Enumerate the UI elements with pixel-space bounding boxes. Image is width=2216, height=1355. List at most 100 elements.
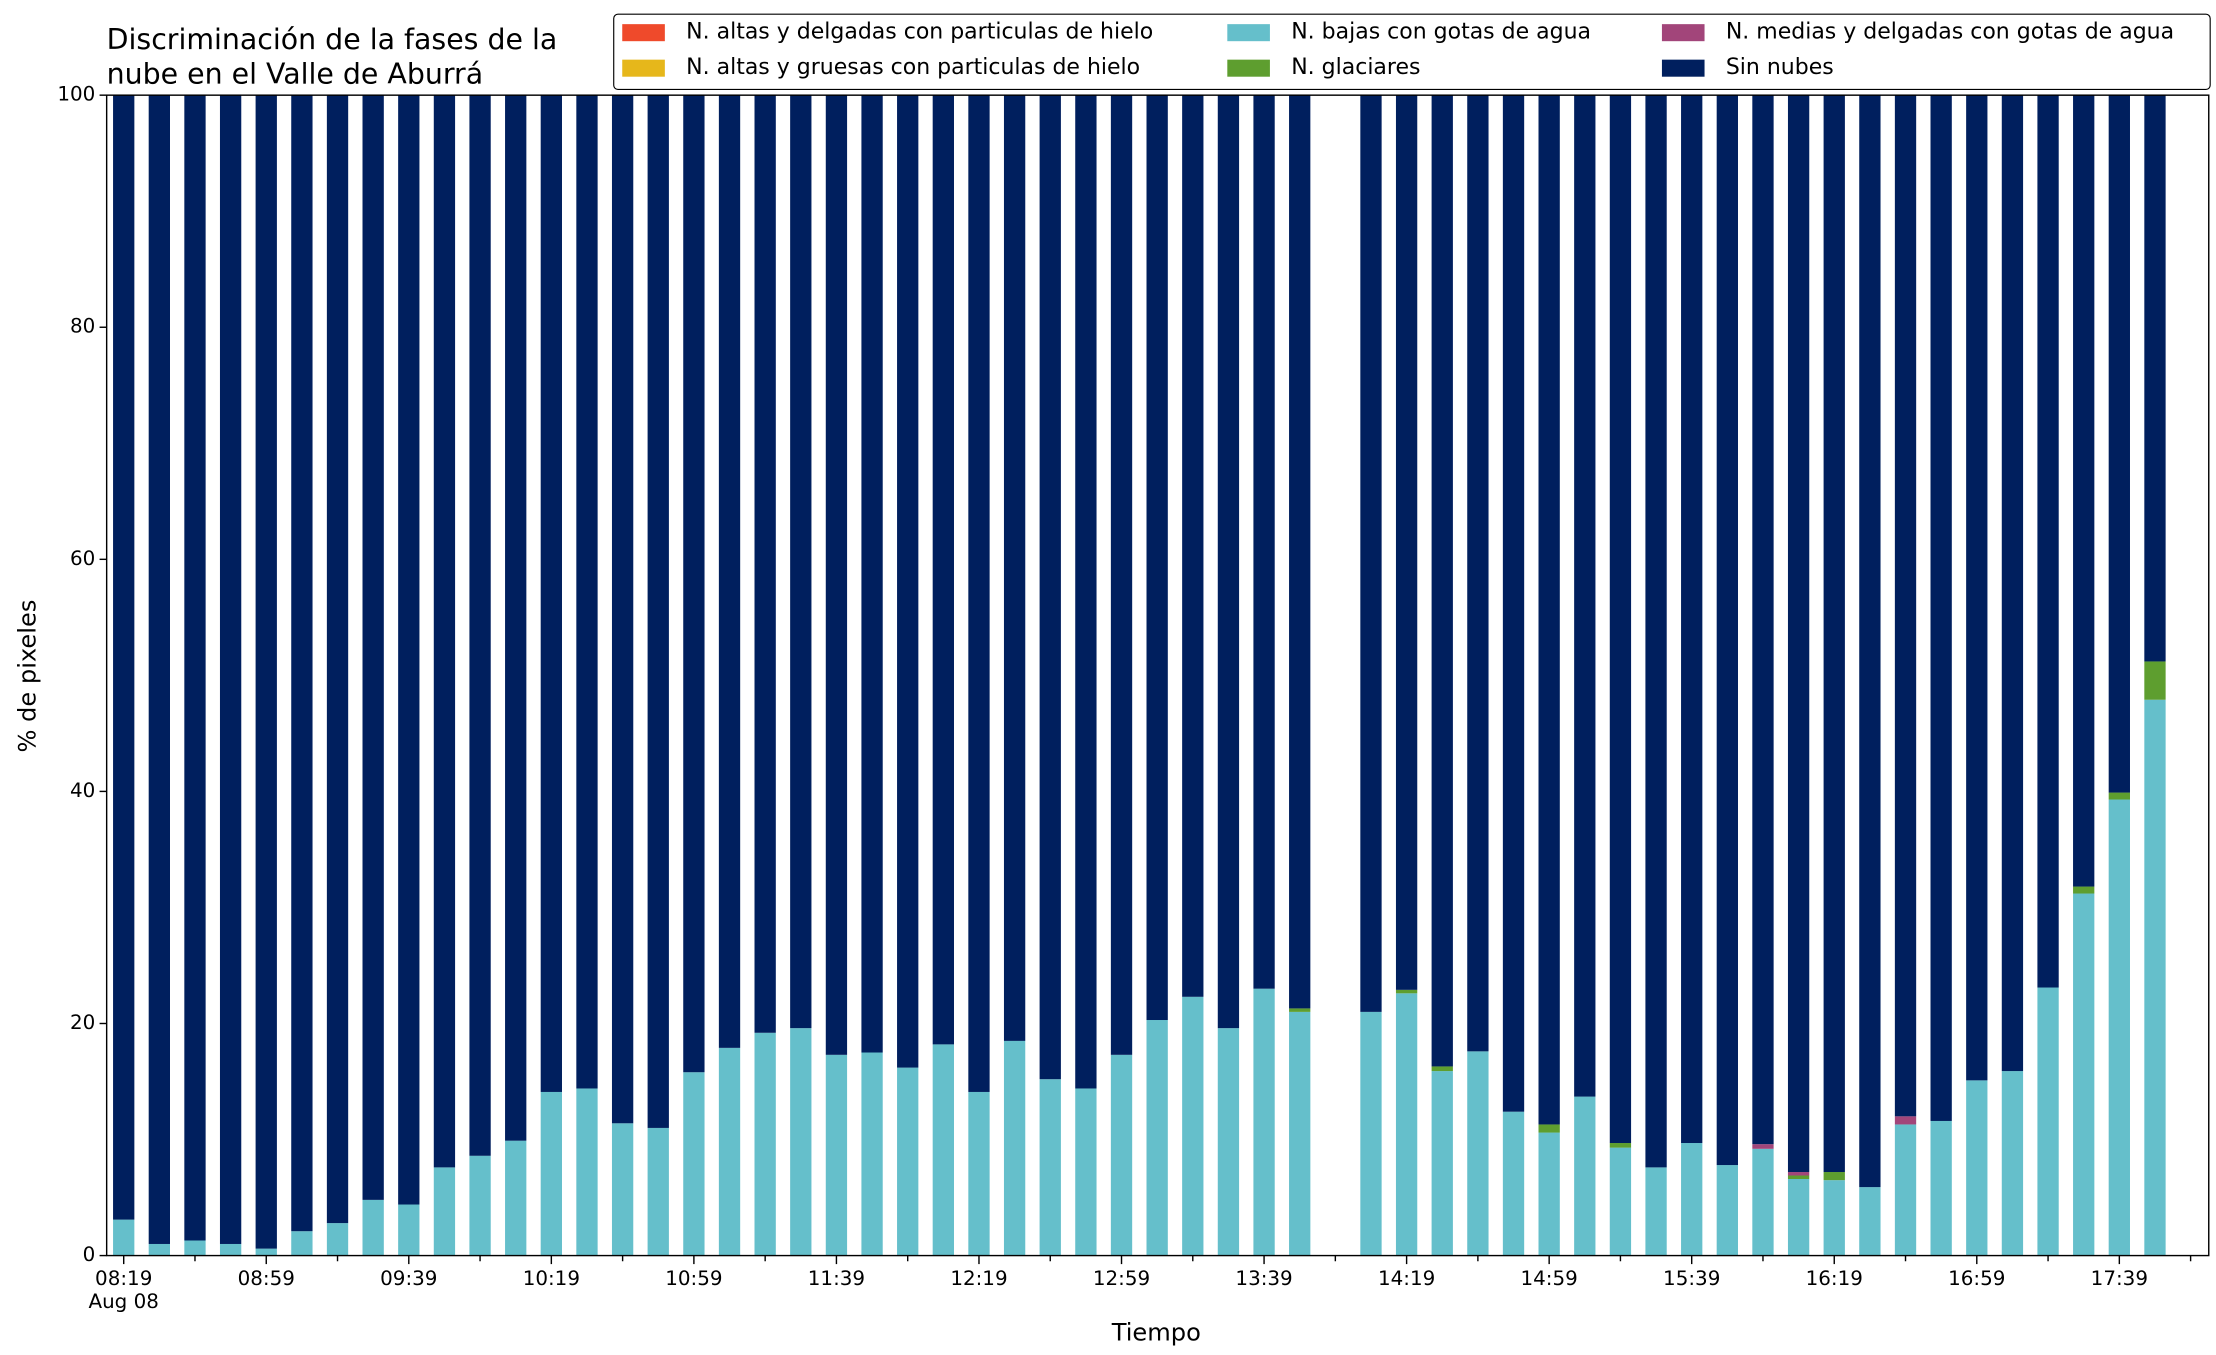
bar-segment [219, 1243, 242, 1256]
x-tick-label: 10:59 [665, 1267, 722, 1290]
bar-segment [1395, 993, 1418, 1256]
bar-segment [861, 1052, 883, 1256]
bar-segment [398, 95, 420, 1205]
bar-segment [1075, 95, 1097, 1089]
legend-label: N. glaciares [1291, 55, 1420, 80]
bar-segment [291, 95, 313, 1232]
bar-segment [754, 95, 776, 1033]
chart-title: Discriminación de la fases de la [107, 23, 558, 56]
bar-segment [683, 1072, 705, 1256]
bar-segment [184, 1240, 206, 1256]
bar-segment [1681, 95, 1703, 1144]
bar-segment [611, 1123, 634, 1256]
bar-segment [1609, 1143, 1632, 1148]
legend-swatch [1661, 59, 1705, 77]
bar-segment [1716, 1165, 1738, 1256]
bar-segment [968, 1091, 990, 1256]
x-tick-label: 10:19 [523, 1267, 580, 1290]
bar-segment [1966, 95, 1988, 1081]
x-tick-label: 09:39 [380, 1267, 437, 1290]
x-tick-label: 08:59 [238, 1267, 295, 1290]
legend-swatch [1227, 59, 1270, 77]
legend-swatch [1661, 24, 1705, 42]
bar-segment [1003, 95, 1026, 1041]
x-axis-label: Tiempo [1111, 1319, 1201, 1347]
bar-segment [1110, 1054, 1133, 1256]
bar-segment [1716, 95, 1738, 1166]
bar-segment [113, 1219, 135, 1256]
bar-segment [1431, 1071, 1453, 1256]
legend-label: N. medias y delgadas con gotas de agua [1726, 20, 2174, 45]
chart-title: nube en el Valle de Aburrá [107, 57, 483, 90]
bar-segment [754, 1032, 776, 1256]
bar-segment [1787, 1175, 1810, 1179]
bar-segment [1253, 95, 1275, 989]
y-tick-label: 60 [70, 547, 95, 570]
bar-segment [2108, 799, 2130, 1256]
bar-segment [540, 95, 562, 1092]
bar-segment [2001, 95, 2024, 1072]
bar-segment [505, 95, 527, 1141]
bar-segment [433, 95, 456, 1168]
bar-segment [1146, 1020, 1168, 1256]
legend-swatch [1227, 24, 1270, 42]
bar-segment [1502, 1111, 1525, 1256]
y-tick-label: 0 [83, 1243, 96, 1266]
bar-segment [1787, 1172, 1810, 1176]
x-tick-label: 08:19 [95, 1267, 152, 1290]
bar-segment [1574, 1096, 1596, 1256]
bar-segment [2001, 1071, 2024, 1256]
bar-segment [362, 95, 384, 1200]
bar-segment [469, 95, 491, 1156]
bar-segment [1609, 95, 1632, 1144]
bar-segment [2073, 893, 2095, 1256]
bar-segment [1574, 95, 1596, 1097]
bar-segment [1182, 996, 1204, 1256]
bar-segment [1360, 1011, 1382, 1256]
bar-segment [2144, 95, 2166, 662]
bar-segment [1467, 95, 1489, 1052]
x-tick-label: 16:19 [1806, 1267, 1863, 1290]
bar-segment [576, 95, 598, 1089]
bar-segment [1431, 1066, 1453, 1072]
bar-segment [1894, 1124, 1917, 1256]
y-tick-label: 100 [57, 83, 95, 106]
bar-segment [1894, 1116, 1917, 1125]
bar-segment [1681, 1143, 1703, 1256]
x-tick-label: 15:39 [1663, 1267, 1720, 1290]
y-axis-label: % de pixeles [14, 600, 42, 753]
bar-segment [968, 95, 990, 1092]
bar-segment [1395, 989, 1418, 994]
bar-segment [647, 95, 669, 1128]
bar-segment [1966, 1080, 1988, 1256]
bar-segment [1538, 1124, 1560, 1133]
bar-segment [790, 95, 812, 1029]
bar-segment [718, 1047, 741, 1256]
bar-segment [1752, 1148, 1774, 1256]
bar-segment [2073, 95, 2095, 887]
y-tick-label: 40 [70, 779, 95, 802]
bar-segment [897, 95, 919, 1068]
bar-segment [255, 95, 277, 1249]
x-tick-label: 12:19 [950, 1267, 1007, 1290]
legend-swatch [622, 59, 665, 77]
bar-segment [1823, 1180, 1845, 1256]
bar-segment [2108, 792, 2130, 800]
bar-segment [505, 1140, 527, 1256]
bar-segment [1467, 1051, 1489, 1256]
bar-segment [1289, 1008, 1311, 1012]
y-tick-label: 20 [70, 1011, 95, 1034]
bar-segment [1645, 1167, 1667, 1256]
bar-segment [2037, 95, 2059, 988]
plot-frame [105, 94, 2210, 1257]
bar-segment [1217, 1028, 1240, 1256]
bar-segment [611, 95, 634, 1124]
legend-label: N. altas y gruesas con particulas de hie… [686, 55, 1140, 80]
bar-segment [1930, 1120, 1952, 1256]
y-tick-label: 80 [70, 315, 95, 338]
bar-segment [1823, 95, 1845, 1173]
bar-segment [1787, 1178, 1810, 1256]
bar-segment [469, 1155, 491, 1256]
bar-segment [1360, 95, 1382, 1012]
bar-segment [932, 1044, 954, 1256]
